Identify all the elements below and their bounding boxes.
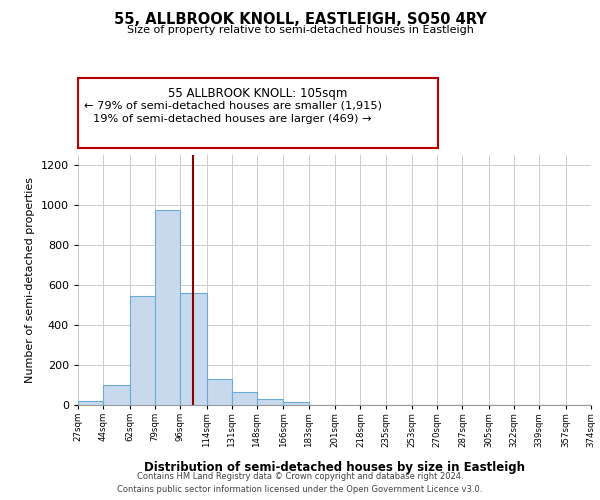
Bar (155, 210, 180, 405)
Bar (103, 385, 130, 405)
Text: 19% of semi-detached houses are larger (469) →: 19% of semi-detached houses are larger (… (93, 114, 371, 124)
Bar (206, 379, 232, 405)
X-axis label: Distribution of semi-detached houses by size in Eastleigh: Distribution of semi-detached houses by … (144, 460, 525, 473)
Text: 55 ALLBROOK KNOLL: 105sqm: 55 ALLBROOK KNOLL: 105sqm (169, 86, 347, 100)
Y-axis label: Number of semi-detached properties: Number of semi-detached properties (25, 177, 35, 383)
Bar (257, 399, 283, 405)
Bar (78, 401, 103, 405)
Text: ← 79% of semi-detached houses are smaller (1,915): ← 79% of semi-detached houses are smalle… (84, 100, 382, 110)
Bar (283, 402, 308, 405)
Bar (232, 392, 257, 405)
Bar (130, 296, 155, 405)
Text: Contains public sector information licensed under the Open Government Licence v3: Contains public sector information licen… (118, 484, 482, 494)
Text: Size of property relative to semi-detached houses in Eastleigh: Size of property relative to semi-detach… (127, 25, 473, 35)
Text: Contains HM Land Registry data © Crown copyright and database right 2024.: Contains HM Land Registry data © Crown c… (137, 472, 463, 481)
Bar (180, 293, 206, 405)
Text: 55, ALLBROOK KNOLL, EASTLEIGH, SO50 4RY: 55, ALLBROOK KNOLL, EASTLEIGH, SO50 4RY (113, 12, 487, 28)
